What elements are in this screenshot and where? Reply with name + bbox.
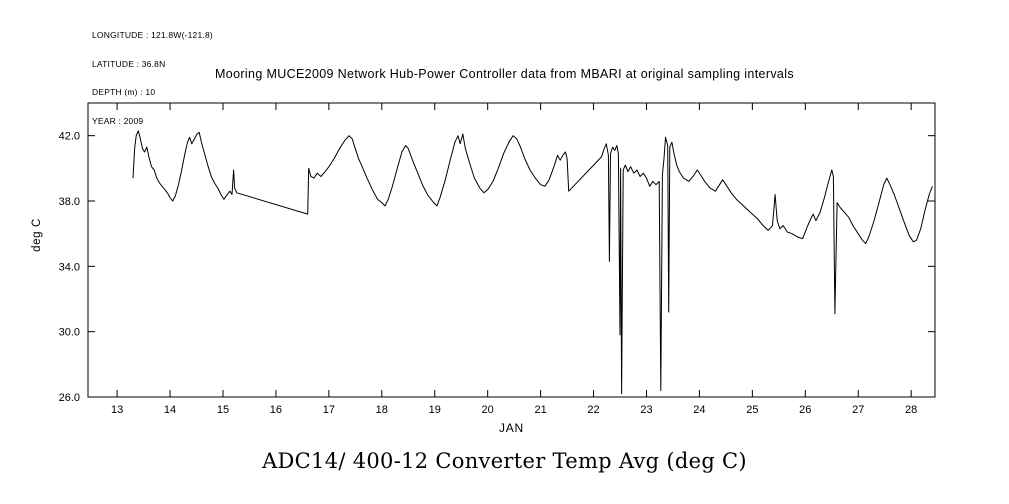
temperature-series-line	[132, 130, 933, 395]
x-tick-label: 22	[587, 404, 599, 416]
station-metadata: LONGITUDE : 121.8W(-121.8) LATITUDE : 36…	[92, 12, 213, 145]
x-tick-label: 21	[534, 404, 546, 416]
x-tick-label: 16	[270, 404, 282, 416]
metadata-depth: DEPTH (m) : 10	[92, 87, 156, 97]
x-tick-label: 13	[111, 404, 123, 416]
x-tick-label: 26	[799, 404, 811, 416]
x-tick-label: 20	[482, 404, 494, 416]
x-tick-label: 25	[746, 404, 758, 416]
y-tick-label: 26.0	[59, 392, 80, 404]
y-tick-label: 30.0	[59, 327, 80, 339]
chart-caption: ADC14/ 400-12 Converter Temp Avg (deg C)	[262, 449, 747, 473]
x-tick-label: 27	[852, 404, 864, 416]
y-tick-label: 42.0	[59, 131, 80, 143]
metadata-latitude: LATITUDE : 36.8N	[92, 58, 166, 69]
x-axis-label: JAN	[498, 421, 525, 435]
x-tick-label: 15	[217, 404, 229, 416]
x-tick-label: 23	[640, 404, 652, 416]
x-tick-label: 14	[164, 404, 176, 416]
x-tick-label: 28	[905, 404, 917, 416]
y-tick-label: 34.0	[59, 261, 80, 273]
plot-frame	[87, 102, 936, 398]
x-tick-label: 24	[693, 404, 705, 416]
x-tick-label: 17	[323, 404, 335, 416]
y-tick-label: 38.0	[59, 196, 80, 208]
x-tick-label: 19	[429, 404, 441, 416]
metadata-longitude: LONGITUDE : 121.8W(-121.8)	[92, 30, 213, 40]
metadata-year: YEAR : 2009	[92, 115, 144, 126]
x-tick-label: 18	[376, 404, 388, 416]
chart-title: Mooring MUCE2009 Network Hub-Power Contr…	[215, 67, 794, 81]
